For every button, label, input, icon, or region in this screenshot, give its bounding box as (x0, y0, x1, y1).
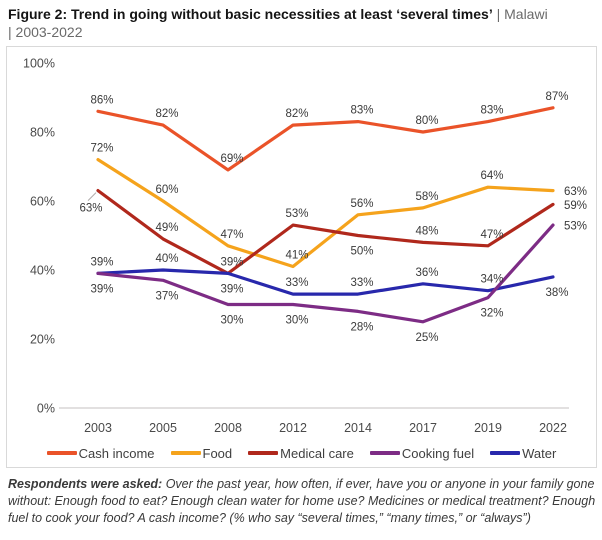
data-label-medical-care: 39% (220, 256, 243, 268)
data-label-water: 39% (220, 283, 243, 295)
data-label-water: 38% (545, 287, 568, 299)
data-label-cash-income: 82% (155, 108, 178, 120)
data-label-cooking-fuel: 30% (285, 315, 308, 327)
legend-swatch (369, 451, 400, 455)
legend-label: Cooking fuel (401, 445, 475, 461)
footer-note-lead: Respondents were asked: (8, 477, 163, 491)
data-label-cooking-fuel: 37% (155, 290, 178, 302)
data-label-medical-care: 63% (79, 203, 102, 215)
figure-title: Figure 2: Trend in going without basic n… (8, 5, 598, 42)
data-label-cooking-fuel: 28% (350, 321, 373, 333)
series-line-cash-income (96, 106, 555, 172)
data-label-water: 39% (90, 256, 113, 268)
line-chart: 100% 80% 60% 40% 20% 0% 2003 2005 2008 2012 2014 20… (23, 57, 587, 436)
figure-title-years: | 2003-2022 (8, 24, 83, 41)
legend-swatch (490, 451, 521, 455)
chart-legend: Cash income Food Medical care Cooking fuel W… (7, 439, 596, 467)
data-label-cash-income: 80% (415, 115, 438, 127)
data-label-water: 34% (480, 274, 503, 286)
data-label-medical-care: 50% (350, 246, 373, 258)
data-label-medical-care: 49% (155, 222, 178, 234)
x-tick-label: 2017 (409, 421, 437, 435)
x-tick-label: 2022 (539, 421, 567, 435)
data-label-water: 40% (155, 253, 178, 265)
data-label-water: 33% (350, 277, 373, 289)
x-tick-label: 2008 (214, 421, 242, 435)
x-tick-label: 2014 (344, 421, 372, 435)
data-label-cash-income: 86% (90, 94, 113, 106)
data-label-cooking-fuel: 53% (564, 221, 587, 233)
legend-item-medical-care: Medical care (248, 446, 354, 461)
footer-note: Respondents were asked: Over the past ye… (8, 476, 596, 526)
chart-area: 100% 80% 60% 40% 20% 0% 2003 2005 2008 2012 2014 20… (6, 46, 597, 468)
data-label-food: 41% (285, 250, 308, 262)
data-label-water: 36% (415, 267, 438, 279)
x-tick-label: 2012 (279, 421, 307, 435)
y-tick-label: 20% (30, 333, 55, 347)
legend-swatch (248, 451, 279, 455)
y-tick-label: 0% (37, 402, 55, 416)
data-label-medical-care: 47% (480, 229, 503, 241)
data-label-food: 56% (350, 198, 373, 210)
x-tick-label: 2003 (84, 421, 112, 435)
series-line-cooking-fuel (96, 223, 555, 324)
data-label-food: 58% (415, 191, 438, 203)
data-label-cash-income: 83% (350, 105, 373, 117)
data-label-cash-income: 83% (480, 105, 503, 117)
legend-item-water: Water (490, 446, 556, 461)
legend-label: Cash income (78, 445, 155, 461)
x-tick-label: 2005 (149, 421, 177, 435)
y-tick-label: 40% (30, 264, 55, 278)
data-label-cash-income: 87% (545, 91, 568, 103)
data-label-medical-care: 53% (285, 208, 308, 220)
data-label-food: 47% (220, 229, 243, 241)
x-tick-label: 2019 (474, 421, 502, 435)
series-line-medical-care (96, 189, 555, 275)
data-label-cooking-fuel: 25% (415, 332, 438, 344)
data-label-medical-care: 59% (564, 200, 587, 212)
series-line-food (96, 157, 555, 269)
y-tick-label: 60% (30, 195, 55, 209)
legend-swatch (46, 451, 77, 455)
legend-label: Water (522, 445, 557, 461)
label-leader-line (87, 192, 97, 202)
figure-title-country: | Malawi (492, 6, 548, 22)
data-label-water: 33% (285, 277, 308, 289)
legend-swatch (170, 451, 201, 455)
figure-title-main: Figure 2: Trend in going without basic n… (8, 6, 493, 22)
data-label-food: 63% (564, 186, 587, 198)
legend-item-cash-income: Cash income (46, 445, 155, 461)
data-label-medical-care: 48% (415, 225, 438, 237)
series-line-water (96, 268, 555, 296)
legend-item-food: Food (170, 445, 233, 461)
data-label-cash-income: 69% (220, 153, 243, 165)
legend-label: Food (202, 445, 233, 461)
data-label-cooking-fuel: 39% (90, 283, 113, 295)
data-label-food: 60% (155, 184, 178, 196)
y-tick-label: 100% (23, 57, 55, 71)
data-label-cash-income: 82% (285, 108, 308, 120)
data-label-cooking-fuel: 30% (220, 315, 243, 327)
footer-note-body: Over the past year, how often, if ever, … (8, 477, 596, 525)
legend-item-cooking-fuel: Cooking fuel (369, 445, 475, 461)
data-label-food: 72% (90, 143, 113, 155)
data-label-cooking-fuel: 32% (480, 308, 503, 320)
data-label-food: 64% (480, 170, 503, 182)
legend-label: Medical care (280, 445, 354, 461)
y-tick-label: 80% (30, 126, 55, 140)
